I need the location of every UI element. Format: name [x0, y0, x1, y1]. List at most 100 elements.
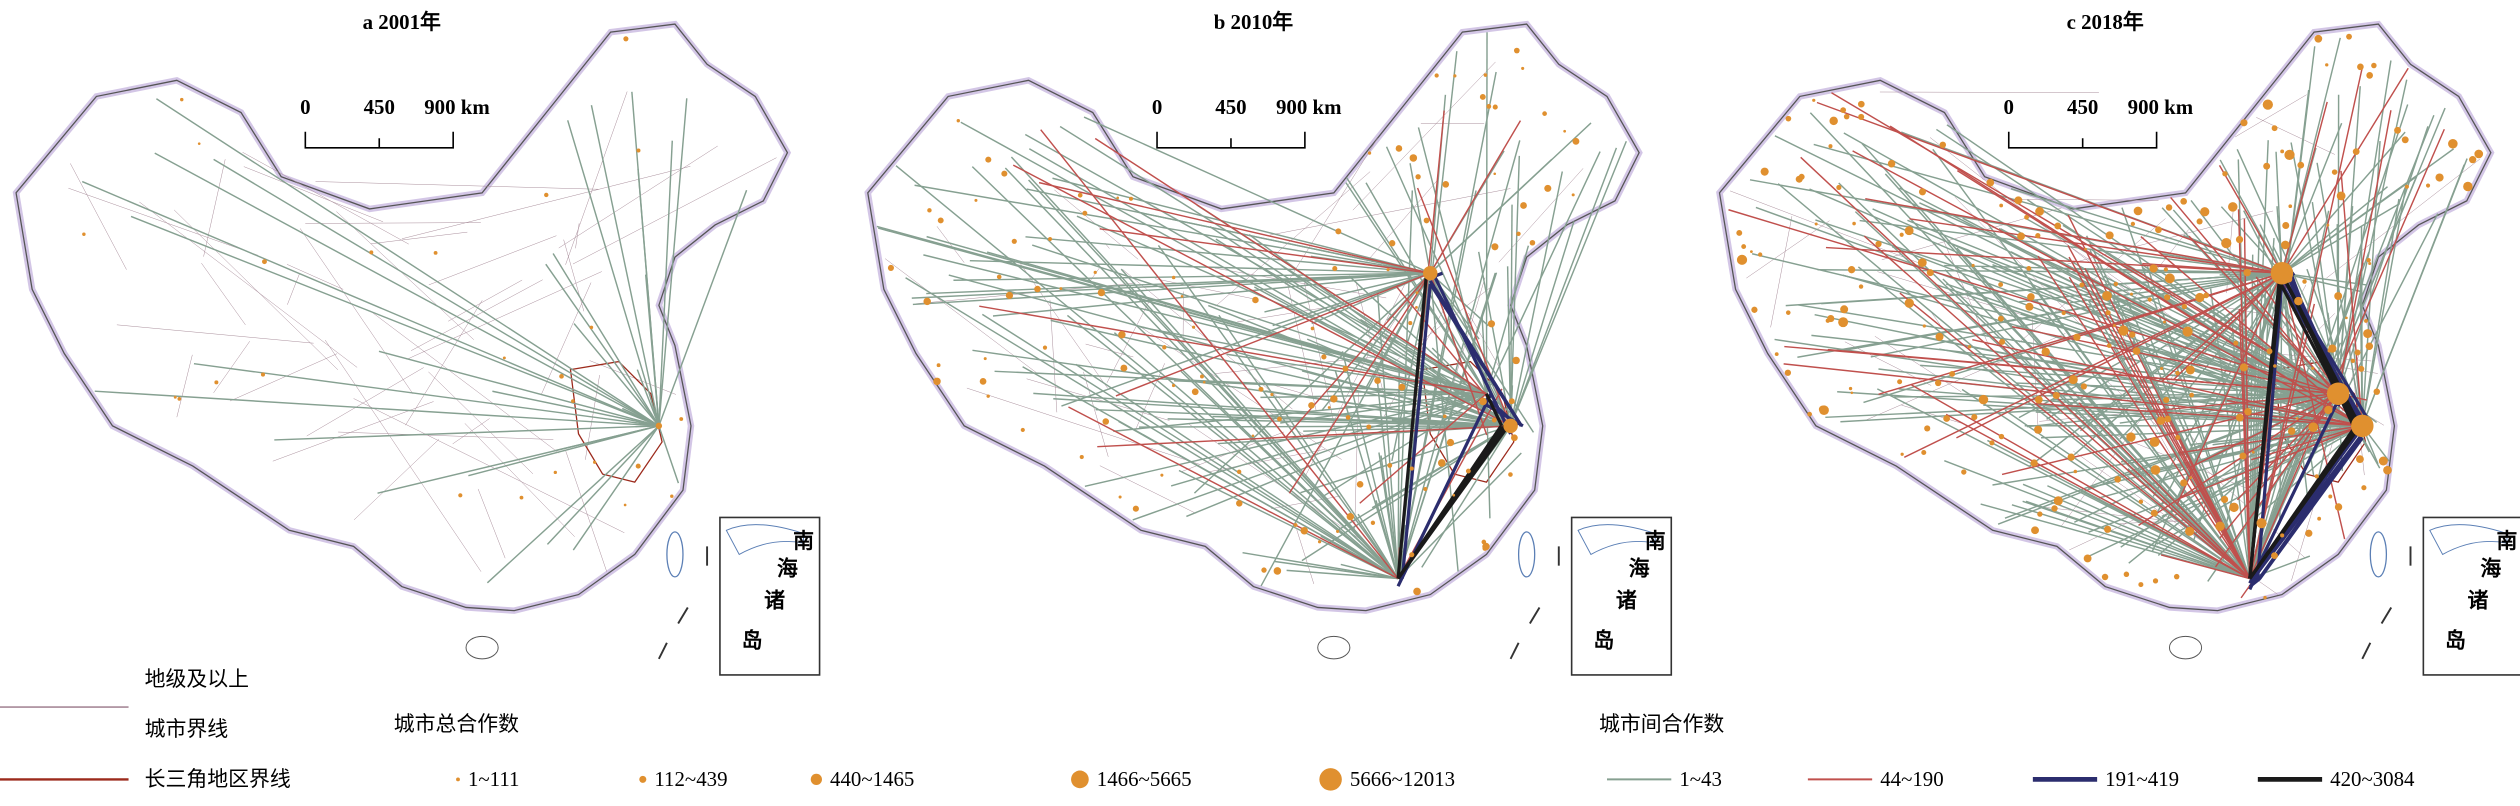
cooperation-link: [2001, 393, 2339, 476]
hainan: [465, 635, 499, 660]
city-boundary: [1269, 188, 1511, 236]
city-node: [2129, 331, 2136, 338]
city-node: [1812, 98, 1816, 102]
city-node: [1252, 296, 1259, 304]
city-node: [1398, 383, 1406, 391]
panel-title: a 2001年: [363, 10, 441, 34]
cooperation-link: [2003, 355, 2339, 395]
cooperation-link: [1509, 141, 1627, 427]
cooperation-link: [2281, 122, 2343, 274]
city-node: [2281, 240, 2290, 250]
city-node: [2024, 214, 2029, 220]
city-node: [458, 493, 463, 498]
cooperation-link: [1286, 569, 1399, 580]
city-boundary: [401, 166, 691, 240]
city-node: [974, 198, 978, 202]
city-node: [2073, 333, 2081, 341]
city-node: [2118, 325, 2129, 336]
city-node: [1840, 305, 1849, 314]
inset-label: 南: [1645, 529, 1666, 553]
cooperation-link: [1288, 272, 1431, 494]
city-node: [589, 325, 594, 330]
cooperation-link: [2337, 126, 2429, 394]
cooperation-link: [1485, 32, 1488, 394]
city-node: [1342, 365, 1349, 372]
city-node: [996, 274, 1002, 280]
city-boundary: [173, 209, 339, 371]
inset-label: 诸: [1616, 588, 1637, 612]
city-node: [956, 119, 960, 123]
city-node: [1967, 345, 1972, 349]
legend-label: 420~3084: [2330, 767, 2415, 791]
nine-dash: [1529, 606, 1541, 625]
cooperation-link: [1956, 272, 2283, 439]
cooperation-link: [1083, 116, 1431, 274]
legend-node: [810, 773, 822, 786]
city-node: [2317, 516, 2322, 521]
city-node: [1005, 291, 1014, 300]
city-boundary: [369, 310, 560, 454]
city-node: [2334, 292, 2343, 301]
cooperation-link: [644, 274, 660, 426]
city-node: [1310, 326, 1315, 331]
city-node: [1413, 587, 1421, 596]
city-node: [679, 417, 684, 421]
nine-dash: [2361, 642, 2372, 660]
city-node: [623, 36, 629, 42]
cooperation-link: [1340, 563, 1399, 580]
city-node: [2280, 149, 2285, 154]
city-node: [1367, 151, 1372, 155]
city-node: [2324, 405, 2333, 415]
city-node: [1935, 332, 1944, 341]
cooperation-link: [2340, 170, 2364, 426]
city-node: [2133, 206, 2143, 216]
cooperation-link: [1944, 460, 2251, 580]
cooperation-link: [492, 390, 660, 427]
city-node: [1479, 397, 1487, 406]
city-node: [1452, 493, 1456, 497]
city-node: [2041, 347, 2050, 357]
cooperation-link: [1357, 513, 1399, 579]
city-node: [1750, 250, 1753, 254]
city-node: [1001, 170, 1008, 177]
cooperation-link: [2249, 254, 2254, 579]
city-node: [2284, 149, 2295, 161]
city-node: [1437, 459, 1446, 467]
cooperation-link: [545, 263, 660, 427]
city-node: [2361, 485, 2367, 491]
legend-node: [1319, 768, 1342, 791]
cooperation-link: [1397, 272, 1498, 579]
scale-bar: [304, 131, 454, 149]
city-node: [2266, 348, 2273, 355]
city-boundary: [2234, 94, 2307, 138]
cooperation-link: [1899, 187, 2363, 427]
city-node: [2030, 459, 2038, 467]
city-node: [2239, 452, 2247, 460]
city-boundary: [68, 187, 259, 256]
city-node: [2287, 427, 2296, 435]
city-node: [2033, 425, 2043, 434]
cooperation-link: [2091, 300, 2363, 427]
city-node: [1082, 210, 1088, 216]
city-node: [1200, 374, 1204, 379]
city-node: [1563, 129, 1567, 133]
cooperation-link: [2361, 186, 2407, 426]
city-node: [2271, 552, 2278, 559]
city-node: [544, 192, 549, 198]
city-node: [2014, 196, 2023, 205]
cooperation-link: [546, 425, 660, 545]
city-boundary: [2069, 518, 2137, 551]
city-node: [1079, 454, 1084, 460]
cooperation-link: [2148, 335, 2251, 579]
legend-label: 440~1465: [830, 767, 914, 791]
city-node: [2401, 136, 2409, 144]
cooperation-link: [2160, 554, 2250, 580]
legend-title: 城市总合作数: [394, 712, 519, 736]
cooperation-link: [1428, 279, 1523, 427]
cooperation-link: [1396, 424, 1507, 580]
city-node: [2017, 232, 2025, 241]
city-node: [1236, 469, 1242, 475]
city-node: [571, 399, 575, 403]
